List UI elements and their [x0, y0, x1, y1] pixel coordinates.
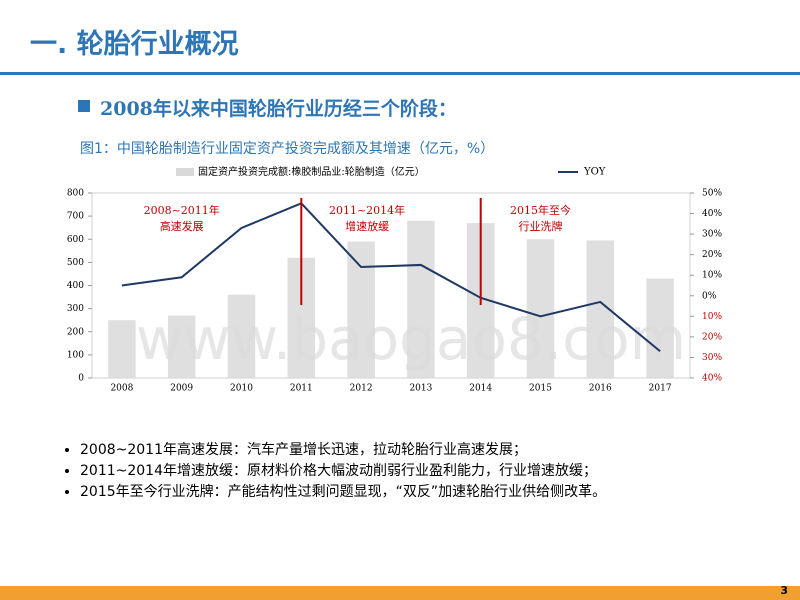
y-tick-label: 500: [67, 258, 84, 268]
annotation: 2008~2011年: [144, 203, 220, 217]
annotation: 行业洗牌: [519, 219, 563, 233]
y2-tick-label: 30%: [702, 230, 722, 240]
bullet: 2015年至今行业洗牌：产能结构性过剩问题显现，“双反”加速轮胎行业供给侧改革。: [80, 482, 606, 503]
y2-tick-label: 30%: [702, 353, 722, 363]
x-tick-label: 2011: [290, 384, 313, 394]
y-tick-label: 600: [67, 235, 84, 245]
y2-tick-label: 50%: [702, 189, 722, 199]
bullet: 2011~2014年增速放缓：原材料价格大幅波动削弱行业盈利能力，行业增速放缓；: [80, 461, 606, 482]
y-tick-label: 100: [67, 350, 84, 360]
x-tick-label: 2010: [230, 384, 253, 394]
x-tick-label: 2013: [409, 384, 432, 394]
legend-label: YOY: [583, 167, 606, 178]
title-rule: [0, 72, 800, 75]
y2-tick-label: 40%: [702, 374, 722, 384]
x-tick-label: 2014: [469, 384, 492, 394]
annotation: 2015年至今: [510, 203, 571, 217]
annotation: 2011~2014年: [329, 203, 405, 217]
bar: [167, 315, 196, 378]
page-number: 3: [780, 584, 788, 597]
footer-bar: [0, 586, 800, 600]
chart-title: 图1：中国轮胎制造行业固定资产投资完成额及其增速（亿元，%）: [80, 141, 495, 157]
bullet: 2008~2011年高速发展：汽车产量增长迅速，拉动轮胎行业高速发展；: [80, 440, 606, 461]
y-tick-label: 800: [67, 189, 84, 199]
section-heading: 2008年以来中国轮胎行业历经三个阶段：: [100, 98, 457, 120]
x-tick-label: 2017: [649, 384, 672, 394]
y2-tick-label: 20%: [702, 250, 722, 260]
y-tick-label: 0: [78, 374, 84, 384]
bar: [407, 220, 435, 378]
y2-tick-label: 10%: [702, 271, 722, 281]
slide-title: 一. 轮胎行业概况: [30, 29, 239, 60]
bar: [347, 241, 375, 378]
bullet-list: 2008~2011年高速发展：汽车产量增长迅速，拉动轮胎行业高速发展； 2011…: [40, 440, 606, 503]
annotation: 高速发展: [160, 219, 204, 233]
y2-tick-label: 40%: [702, 209, 722, 219]
x-tick-label: 2008: [110, 384, 133, 394]
y2-tick-label: 0%: [702, 291, 717, 301]
x-tick-label: 2012: [350, 384, 373, 394]
legend-swatch: [176, 168, 194, 176]
annotation: 增速放缓: [345, 219, 389, 233]
y2-tick-label: 10%: [702, 312, 722, 322]
bar: [108, 320, 136, 378]
y2-tick-label: 20%: [702, 332, 722, 342]
bar: [227, 294, 256, 378]
y-tick-label: 300: [67, 304, 84, 314]
y-tick-label: 200: [67, 327, 84, 337]
x-tick-label: 2009: [170, 384, 193, 394]
bar: [526, 239, 555, 378]
bar: [646, 278, 674, 378]
line: [121, 202, 661, 353]
x-tick-label: 2015: [529, 384, 552, 394]
y-tick-label: 700: [67, 212, 84, 222]
legend-label: 固定资产投资完成额:橡胶制品业:轮胎制造（亿元）: [198, 165, 425, 178]
heading-bullet: [78, 100, 90, 112]
x-tick-label: 2016: [589, 384, 612, 394]
y-tick-label: 400: [67, 281, 84, 291]
